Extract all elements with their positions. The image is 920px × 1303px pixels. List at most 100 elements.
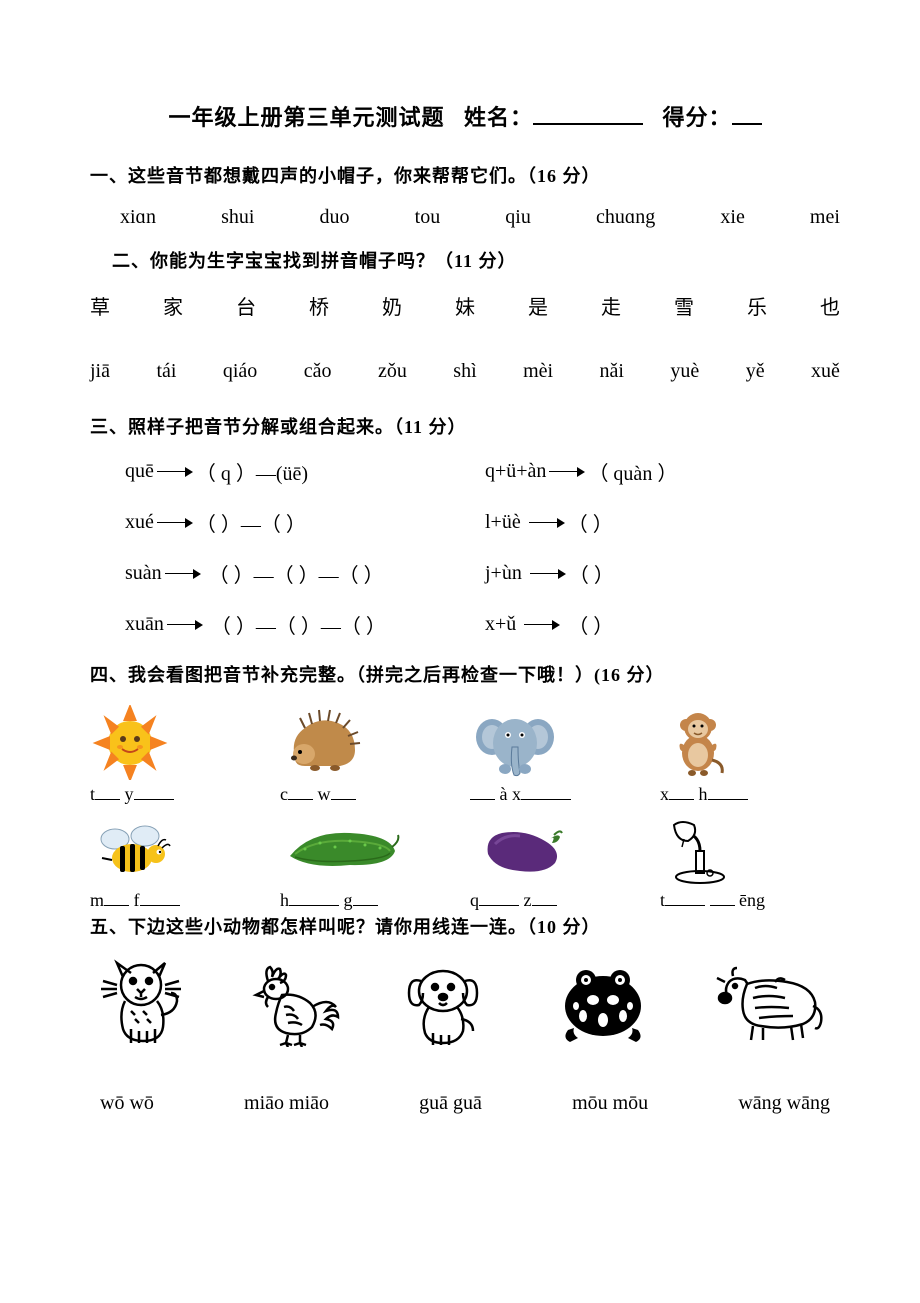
q2-hanzi-item: 草 — [90, 291, 110, 320]
q4-row2: m f h g q z — [90, 811, 840, 911]
q3-row: xué （ ）—（ ） l+üè （ ） — [125, 508, 840, 537]
q3-right-post: （ quàn ） — [588, 457, 677, 486]
q2-pinyin-item: shì — [453, 360, 476, 383]
q1-item: shui — [221, 206, 254, 229]
q1-items: xiɑn shui duo tou qiu chuɑng xie mei — [90, 206, 840, 229]
q3-row: quē （ q ）—(üē) q+ü+àn （ quàn ） — [125, 457, 840, 486]
q4-label[interactable]: m f — [90, 890, 180, 911]
q3-right-post: （ ） — [569, 559, 614, 588]
q3-left-post: （ q ）—(üē) — [196, 457, 308, 486]
arrow-icon — [549, 467, 585, 477]
q2-pinyin-item: yě — [746, 360, 765, 383]
q4-label[interactable]: h g — [280, 890, 378, 911]
q3-right-post: （ ） — [568, 508, 613, 537]
page-title: 一年级上册第三单元测试题 姓名： 得分： — [90, 100, 840, 132]
sun-icon — [90, 705, 170, 780]
q3-left-pre: suàn — [125, 562, 162, 585]
q2-hanzi-item: 台 — [236, 291, 256, 320]
q3-left-post: （ ）—（ ）—（ ） — [211, 610, 386, 639]
q1-item: mei — [810, 206, 840, 229]
name-label: 姓名： — [464, 105, 533, 130]
elephant-icon — [470, 705, 560, 780]
q4-label[interactable]: à x — [470, 784, 571, 805]
q2-pinyin-item: zǒu — [378, 360, 407, 383]
hedgehog-icon — [280, 705, 365, 780]
bee-icon — [90, 811, 175, 886]
q5-sound: mōu mōu — [572, 1092, 648, 1115]
q2-pinyin-item: mèi — [523, 360, 553, 383]
q3-row: suàn （ ）—（ ）—（ ） j+ùn （ ） — [125, 559, 840, 588]
arrow-icon — [157, 518, 193, 528]
q3-row: xuān （ ）—（ ）—（ ） x+ǔ （ ） — [125, 610, 840, 639]
q2-pinyin-item: qiáo — [223, 360, 257, 383]
q2-heading: 二、你能为生字宝宝找到拼音帽子吗？（11 分） — [90, 247, 840, 273]
q1-item: tou — [415, 206, 441, 229]
cucumber-icon — [280, 811, 400, 886]
q1-heading: 一、这些音节都想戴四声的小帽子，你来帮帮它们。（16 分） — [90, 162, 840, 188]
q1-item: xiɑn — [120, 206, 156, 229]
arrow-icon — [524, 620, 560, 630]
q5-sound: miāo miāo — [244, 1092, 329, 1115]
q4-label[interactable]: c w — [280, 784, 356, 805]
q2-hanzi-item: 也 — [820, 291, 840, 320]
q5-sounds: wō wō miāo miāo guā guā mōu mōu wāng wān… — [90, 1092, 840, 1115]
frog-icon — [548, 957, 658, 1047]
title-main: 一年级上册第三单元测试题 — [168, 105, 444, 130]
q5-sound: guā guā — [419, 1092, 482, 1115]
q3-grid: quē （ q ）—(üē) q+ü+àn （ quàn ） xué （ ）—（… — [90, 457, 840, 639]
arrow-icon — [167, 620, 203, 630]
lamp-icon — [660, 811, 740, 886]
q4-label[interactable]: t y — [90, 784, 174, 805]
q5-sound: wō wō — [100, 1092, 154, 1115]
q2-pinyin-item: nǎi — [600, 360, 624, 383]
q2-hanzi: 草 家 台 桥 奶 妹 是 走 雪 乐 也 — [90, 291, 840, 320]
q4-heading: 四、我会看图把音节补充完整。（拼完之后再检查一下哦！）(16 分） — [90, 661, 840, 687]
arrow-icon — [529, 518, 565, 528]
q3-right-pre: l+üè — [485, 511, 521, 534]
dog-icon — [395, 957, 500, 1047]
score-blank[interactable] — [732, 123, 762, 125]
q1-item: qiu — [505, 206, 531, 229]
q2-pinyin: jiā tái qiáo cǎo zǒu shì mèi nǎi yuè yě … — [90, 360, 840, 383]
q2-pinyin-item: xuě — [811, 360, 840, 383]
cow-icon — [705, 957, 835, 1047]
q2-pinyin-item: cǎo — [304, 360, 332, 383]
q3-heading: 三、照样子把音节分解或组合起来。（11 分） — [90, 413, 840, 439]
q1-item: chuɑng — [596, 206, 655, 229]
q5-heading: 五、下边这些小动物都怎样叫呢？请你用线连一连。（10 分） — [90, 913, 840, 939]
q3-left-pre: xué — [125, 511, 154, 534]
q4-label[interactable]: t ēng — [660, 890, 765, 911]
arrow-icon — [157, 467, 193, 477]
q3-right-post: （ ） — [568, 610, 613, 639]
cat-icon — [95, 957, 190, 1047]
q4-label[interactable]: q z — [470, 890, 557, 911]
q5-sound: wāng wāng — [738, 1092, 830, 1115]
q2-pinyin-item: yuè — [670, 360, 699, 383]
q3-left-pre: quē — [125, 460, 154, 483]
q3-left-pre: xuān — [125, 613, 164, 636]
q3-right-pre: j+ùn — [485, 562, 522, 585]
arrow-icon — [530, 569, 566, 579]
monkey-icon — [660, 705, 735, 780]
q2-hanzi-item: 奶 — [382, 291, 402, 320]
q2-hanzi-item: 走 — [601, 291, 621, 320]
q3-right-pre: x+ǔ — [485, 613, 516, 636]
q2-pinyin-item: jiā — [90, 360, 110, 383]
score-label: 得分： — [663, 105, 732, 130]
q2-hanzi-item: 妹 — [455, 291, 475, 320]
q2-hanzi-item: 是 — [528, 291, 548, 320]
q2-pinyin-item: tái — [156, 360, 176, 383]
q4-row1: t y c w — [90, 705, 840, 805]
q2-hanzi-item: 家 — [163, 291, 183, 320]
q4-label[interactable]: x h — [660, 784, 748, 805]
arrow-icon — [165, 569, 201, 579]
q1-item: xie — [720, 206, 744, 229]
q5-animals — [90, 957, 840, 1047]
q1-item: duo — [320, 206, 350, 229]
q2-hanzi-item: 桥 — [309, 291, 329, 320]
q3-left-post: （ ）—（ ）—（ ） — [209, 559, 384, 588]
q3-left-post: （ ）—（ ） — [196, 508, 306, 537]
eggplant-icon — [470, 811, 565, 886]
q2-hanzi-item: 乐 — [747, 291, 767, 320]
name-blank[interactable] — [533, 123, 643, 125]
